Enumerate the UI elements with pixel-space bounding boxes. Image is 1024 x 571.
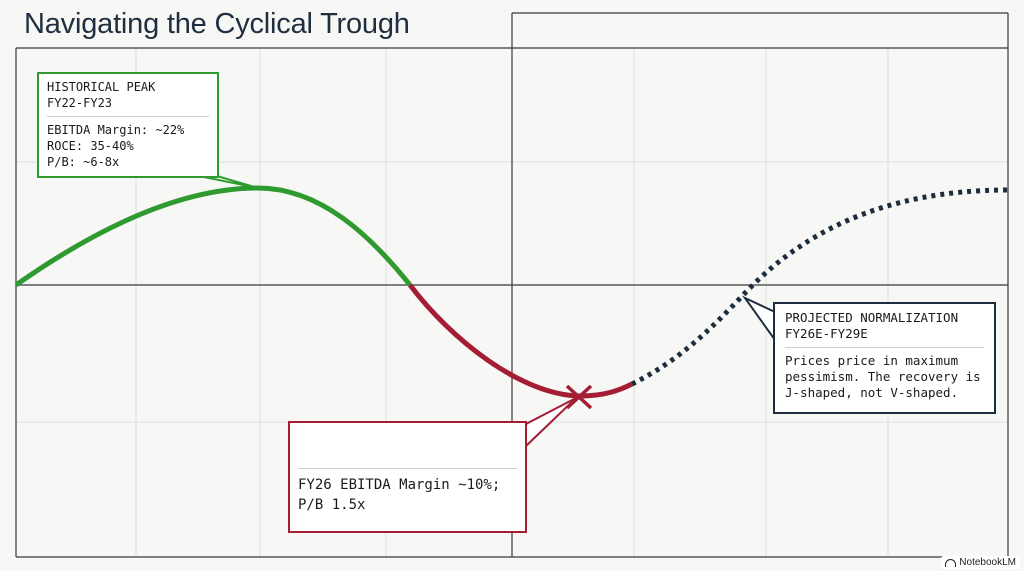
- projection-callout-divider: [785, 347, 984, 348]
- brand-label: NotebookLM: [959, 557, 1016, 568]
- cross-marker-icon: [565, 384, 593, 410]
- projection-callout-line: pessimism. The recovery is: [785, 369, 981, 384]
- projection-callout-heading-2: FY26E-FY29E: [785, 326, 868, 341]
- peak-callout-heading-1: HISTORICAL PEAK: [47, 80, 156, 94]
- peak-callout-divider: [47, 116, 209, 117]
- peak-callout-line: EBITDA Margin: ~22%: [47, 123, 185, 137]
- slide-title: Navigating the Cyclical Trough: [24, 8, 410, 40]
- historical-peak-curve: [14, 185, 412, 288]
- projection-callout-heading-1: PROJECTED NORMALIZATION: [785, 310, 959, 325]
- trough-callout-line: P/B 1.5x: [298, 497, 366, 513]
- axis-frame: [15, 12, 1009, 558]
- peak-callout-line: ROCE: 35-40%: [47, 139, 134, 153]
- peak-callout-line: P/B: ~6-8x: [47, 155, 120, 169]
- peak-callout-heading-2: FY22-FY23: [47, 96, 113, 110]
- projection-callout-line: J-shaped, not V-shaped.: [785, 385, 959, 400]
- notebooklm-badge: NotebookLM: [941, 556, 1020, 569]
- trough-callout-line: FY26 EBITDA Margin ~10%;: [298, 477, 501, 493]
- projected-normalization-curve: [630, 187, 1009, 387]
- notebooklm-logo-icon: [945, 558, 957, 567]
- trough-curve: [408, 283, 634, 399]
- projection-callout-pointer: [741, 295, 776, 344]
- projection-callout-line: Prices price in maximum: [785, 353, 959, 368]
- historical-peak-callout: HISTORICAL PEAK FY22-FY23 EBITDA Margin:…: [37, 72, 219, 178]
- trough-callout: FY26 EBITDA Margin ~10%; P/B 1.5x: [288, 421, 527, 533]
- projected-normalization-callout: PROJECTED NORMALIZATION FY26E-FY29E Pric…: [773, 302, 996, 414]
- trough-callout-divider: [298, 468, 517, 469]
